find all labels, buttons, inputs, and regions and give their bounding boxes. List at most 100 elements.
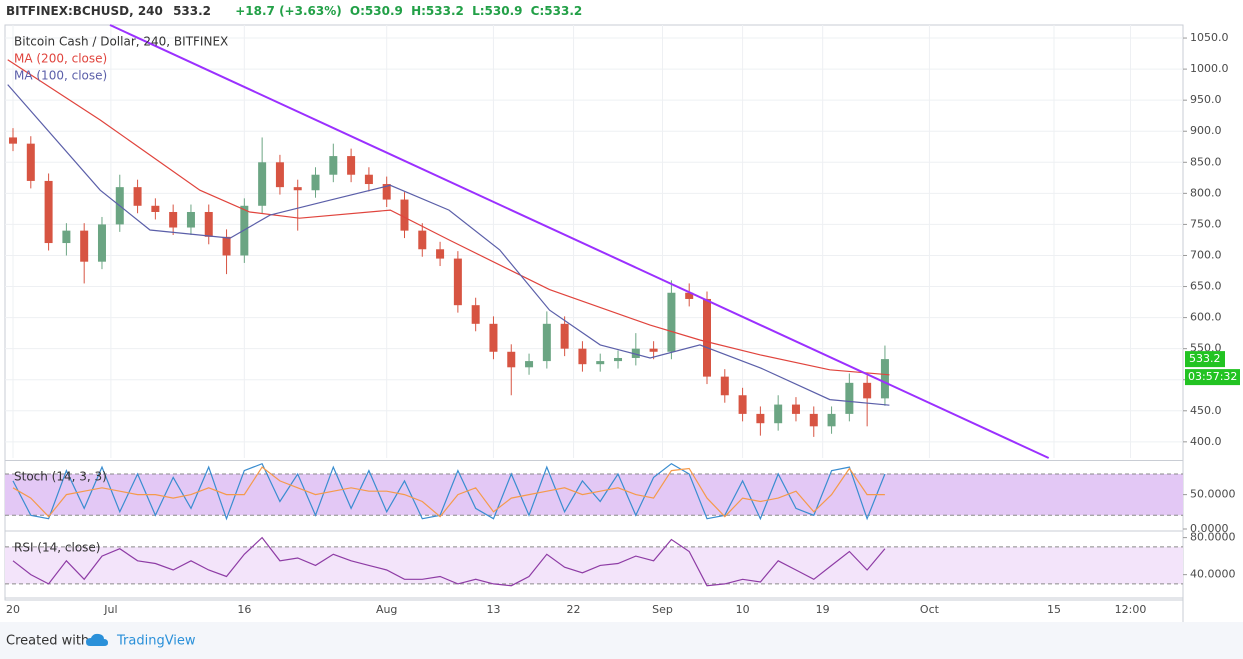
x-tick-label: 10 bbox=[736, 603, 750, 616]
legend-entry: MA (100, close) bbox=[14, 69, 107, 83]
price-tag-bg bbox=[1185, 351, 1225, 368]
x-tick-label: Jul bbox=[103, 603, 117, 616]
trendline bbox=[109, 24, 1050, 459]
y-tick-label: 800.0 bbox=[1190, 186, 1222, 199]
x-tick-label: 16 bbox=[237, 603, 251, 616]
symbol: BITFINEX:BCHUSD, 240 bbox=[6, 4, 163, 18]
y-tick-label: 80.0000 bbox=[1190, 531, 1236, 544]
y-tick-label: 1050.0 bbox=[1190, 31, 1229, 44]
stoch-title: Stoch (14, 3, 3) bbox=[14, 470, 107, 484]
candle-body bbox=[311, 174, 320, 191]
footer-bar bbox=[0, 622, 1243, 659]
legend-entry: MA (200, close) bbox=[14, 52, 107, 66]
y-tick-label: 1000.0 bbox=[1190, 62, 1229, 75]
candle-body bbox=[507, 351, 516, 368]
candle-body bbox=[80, 230, 89, 262]
x-tick-label: 22 bbox=[567, 603, 581, 616]
candle-body bbox=[400, 199, 409, 231]
high: H:533.2 bbox=[411, 4, 464, 18]
candle-body bbox=[685, 292, 694, 299]
candle-body bbox=[774, 404, 783, 424]
candle-body bbox=[382, 184, 391, 200]
low: L:530.9 bbox=[472, 4, 522, 18]
candle-body bbox=[614, 357, 623, 362]
candle-body bbox=[649, 348, 658, 352]
candle-body bbox=[258, 162, 267, 206]
x-tick-label: 12:00 bbox=[1115, 603, 1147, 616]
y-tick-label: 750.0 bbox=[1190, 217, 1222, 230]
rsi-line bbox=[12, 536, 886, 587]
y-tick-label: 450.0 bbox=[1190, 404, 1222, 417]
candle-body bbox=[880, 359, 889, 399]
y-tick-label: 400.0 bbox=[1190, 435, 1222, 448]
candle-body bbox=[222, 236, 231, 256]
candle-body bbox=[329, 156, 338, 175]
marks bbox=[7, 24, 1050, 587]
candle-body bbox=[578, 348, 587, 365]
candle-body bbox=[596, 361, 605, 365]
tradingview-logo bbox=[86, 633, 108, 646]
candle-body bbox=[275, 162, 284, 188]
candle-body bbox=[26, 143, 35, 181]
open: O:530.9 bbox=[350, 4, 403, 18]
candle-body bbox=[151, 205, 160, 212]
x-tick-label: Aug bbox=[376, 603, 397, 616]
y-tick-label: 900.0 bbox=[1190, 124, 1222, 137]
y-tick-label: 40.0000 bbox=[1190, 568, 1236, 581]
x-tick-label: Oct bbox=[920, 603, 940, 616]
x-tick-label: 13 bbox=[486, 603, 500, 616]
candle-body bbox=[436, 249, 445, 259]
candle-body bbox=[702, 298, 711, 377]
candle-body bbox=[169, 211, 178, 228]
footer-brand[interactable]: TradingView bbox=[116, 634, 196, 649]
candle-body bbox=[489, 323, 498, 352]
y-tick-label: 0.0000 bbox=[1190, 522, 1229, 535]
chart-title: Bitcoin Cash / Dollar, 240, BITFINEX bbox=[14, 35, 228, 49]
x-tick-label: 20 bbox=[6, 603, 20, 616]
candle-body bbox=[631, 348, 640, 358]
y-tick-label: 650.0 bbox=[1190, 280, 1222, 293]
candle-body bbox=[9, 137, 18, 144]
candle-body bbox=[453, 258, 462, 306]
candle-body bbox=[667, 292, 676, 352]
candle-body bbox=[364, 174, 373, 185]
y-tick-label: 600.0 bbox=[1190, 311, 1222, 324]
candle-body bbox=[133, 187, 142, 206]
candle-body bbox=[809, 413, 818, 427]
candle-body bbox=[756, 413, 765, 424]
candle-body bbox=[791, 404, 800, 414]
change: +18.7 (+3.63%) bbox=[235, 4, 342, 18]
y-tick-label: 50.0000 bbox=[1190, 488, 1236, 501]
y-tick-label: 950.0 bbox=[1190, 93, 1222, 106]
candle-body bbox=[542, 323, 551, 362]
x-tick-label: 19 bbox=[816, 603, 830, 616]
close: C:533.2 bbox=[531, 4, 583, 18]
candle-body bbox=[293, 187, 302, 191]
y-tick-label: 850.0 bbox=[1190, 155, 1222, 168]
candle-body bbox=[738, 395, 747, 414]
candle-body bbox=[845, 382, 854, 414]
moving-average bbox=[7, 59, 890, 376]
candle-body bbox=[97, 224, 106, 262]
footer-created: Created with bbox=[6, 634, 89, 649]
price-tag: 533.2 bbox=[1189, 352, 1221, 365]
y-tick-label: 700.0 bbox=[1190, 248, 1222, 261]
candle-body bbox=[418, 230, 427, 250]
candle-body bbox=[827, 413, 836, 427]
countdown-bg bbox=[1185, 369, 1240, 386]
candle-body bbox=[240, 205, 249, 256]
rsi-title: RSI (14, close) bbox=[14, 541, 100, 555]
candle-body bbox=[560, 323, 569, 349]
candle-body bbox=[186, 211, 195, 228]
stoch-line bbox=[12, 466, 885, 518]
stoch-line bbox=[12, 462, 886, 521]
candle-body bbox=[525, 361, 534, 368]
candle-body bbox=[863, 382, 872, 399]
band-fill bbox=[5, 546, 1183, 584]
candle-body bbox=[44, 180, 53, 244]
candle-body bbox=[471, 305, 480, 324]
x-tick-label: Sep bbox=[652, 603, 673, 616]
candle-body bbox=[204, 211, 213, 237]
moving-average bbox=[7, 84, 890, 406]
